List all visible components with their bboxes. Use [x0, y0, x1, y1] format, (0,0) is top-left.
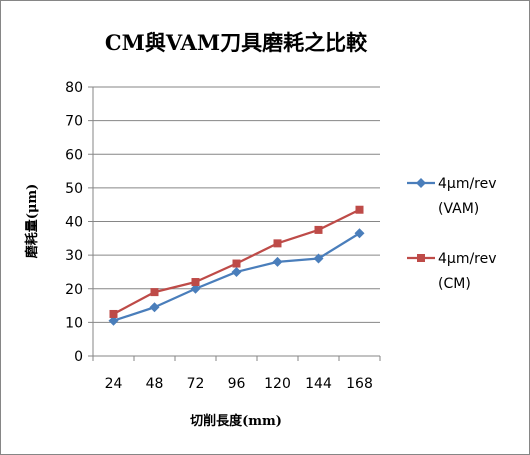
y-axis-title: 磨耗量(μm): [24, 184, 40, 259]
data-point-diamond: [313, 253, 324, 264]
x-axis-title: 切削長度(mm): [190, 413, 282, 429]
data-point-diamond: [149, 302, 160, 313]
y-tick-label: 10: [65, 315, 83, 331]
x-tick-label: 144: [305, 376, 332, 392]
gridlines: [93, 86, 380, 323]
data-point-diamond: [354, 228, 365, 239]
plot-series: [108, 205, 365, 326]
data-point-diamond: [108, 315, 119, 326]
x-tick-label: 48: [146, 376, 164, 392]
y-tick-label: 30: [65, 248, 83, 264]
x-tick-label: 24: [105, 376, 123, 392]
legend-label: 4μm/rev: [438, 251, 497, 267]
data-point-square: [232, 259, 241, 268]
y-tick-label: 20: [65, 282, 83, 298]
x-tick-label: 96: [228, 376, 246, 392]
data-point-square: [355, 205, 364, 214]
data-point-square: [273, 239, 282, 248]
x-tick-label: 72: [187, 376, 205, 392]
data-point-square: [314, 225, 323, 234]
y-tick-label: 60: [65, 147, 83, 163]
x-tick-labels: 24 48 72 96 120 144 168: [105, 376, 373, 392]
chart-title: CM與VAM刀具磨耗之比較: [105, 30, 368, 55]
legend: 4μm/rev (VAM) 4μm/rev (CM): [407, 176, 497, 292]
y-tick-labels: 0 10 20 30 40 50 60 70 80: [65, 80, 83, 365]
y-tick-label: 0: [74, 349, 83, 365]
legend-label: (VAM): [438, 201, 479, 217]
data-point-diamond: [272, 256, 283, 267]
y-tick-label: 80: [65, 80, 83, 96]
x-tick-label: 168: [346, 376, 373, 392]
y-tick-label: 70: [65, 114, 83, 130]
legend-marker-square: [417, 254, 425, 262]
data-point-diamond: [190, 283, 201, 294]
legend-label: 4μm/rev: [438, 176, 497, 192]
axes: [88, 86, 381, 361]
data-point-square: [191, 278, 200, 287]
y-tick-label: 50: [65, 181, 83, 197]
legend-label: (CM): [438, 276, 471, 292]
x-tick-label: 120: [264, 376, 291, 392]
data-point-diamond: [231, 266, 242, 277]
y-tick-label: 40: [65, 215, 83, 231]
data-point-square: [109, 309, 118, 318]
legend-marker-diamond: [416, 178, 426, 188]
data-point-square: [150, 288, 159, 297]
